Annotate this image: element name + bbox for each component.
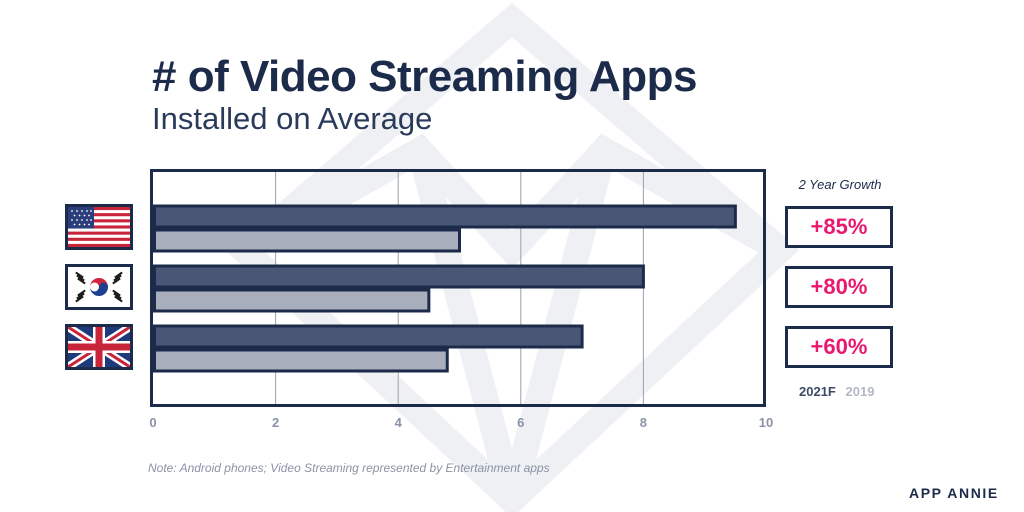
uk-flag-icon — [65, 324, 133, 370]
legend-item-2021f: 2021F — [799, 384, 836, 399]
x-tick-label-10: 10 — [759, 415, 773, 430]
bar-2021f-kr — [153, 264, 645, 289]
south-korea-flag-icon — [65, 264, 133, 310]
bar-2019-us — [153, 228, 461, 253]
plot-frame — [150, 169, 766, 407]
footnote: Note: Android phones; Video Streaming re… — [148, 461, 550, 475]
bar-2019-kr — [153, 288, 431, 313]
growth-badge-us: +85% — [785, 206, 893, 248]
bar-2021f-uk — [153, 324, 584, 349]
growth-badge-uk: +60% — [785, 326, 893, 368]
brand-logo: APP ANNIE — [909, 485, 999, 501]
growth-header: 2 Year Growth — [798, 177, 882, 192]
x-tick-label-6: 6 — [517, 415, 524, 430]
x-tick-label-0: 0 — [149, 415, 156, 430]
legend: 2021F 2019 — [799, 384, 874, 399]
x-tick-label-4: 4 — [395, 415, 403, 430]
x-tick-label-2: 2 — [272, 415, 279, 430]
legend-item-2019: 2019 — [845, 384, 875, 399]
chart-subtitle: Installed on Average — [152, 101, 433, 136]
us-flag-icon — [65, 204, 133, 250]
chart-title: # of Video Streaming Apps — [152, 52, 697, 101]
growth-badge-kr: +80% — [785, 266, 893, 308]
bar-2021f-us — [153, 204, 737, 229]
x-tick-label-8: 8 — [640, 415, 647, 430]
bar-2019-uk — [153, 348, 449, 373]
